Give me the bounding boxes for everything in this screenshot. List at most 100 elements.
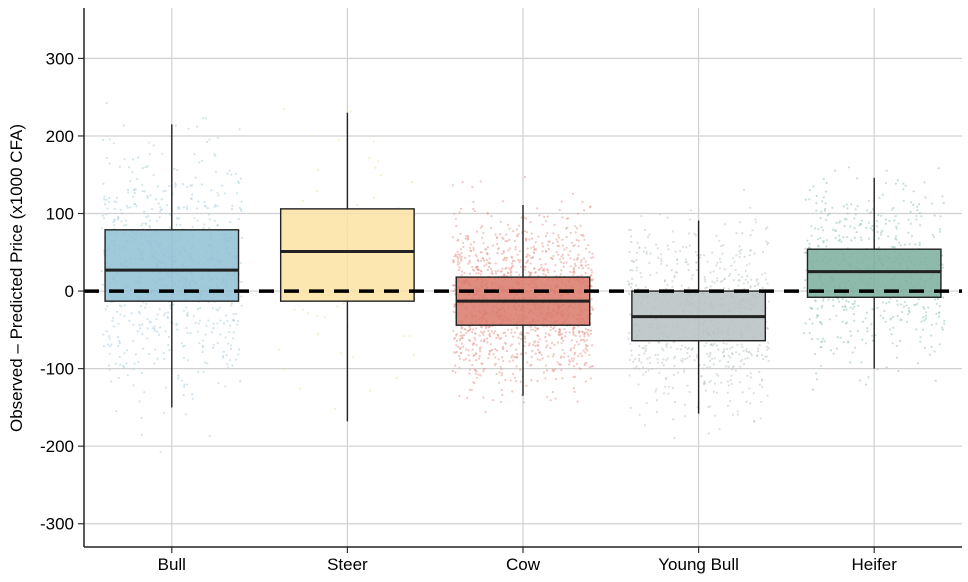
jitter-point xyxy=(472,248,475,252)
jitter-point xyxy=(897,222,900,225)
jitter-point xyxy=(884,222,888,225)
jitter-point xyxy=(537,327,540,330)
jitter-point xyxy=(895,344,898,347)
jitter-point xyxy=(197,200,200,203)
jitter-point xyxy=(461,181,464,184)
jitter-point xyxy=(880,214,883,217)
jitter-point xyxy=(204,205,207,208)
jitter-point xyxy=(707,432,710,435)
jitter-point xyxy=(212,346,215,349)
jitter-point xyxy=(176,169,179,172)
jitter-point xyxy=(680,359,683,362)
jitter-point xyxy=(130,312,133,315)
jitter-point xyxy=(705,352,709,355)
jitter-point xyxy=(727,365,730,368)
jitter-point xyxy=(500,374,503,377)
jitter-point xyxy=(518,224,521,227)
jitter-point xyxy=(239,177,242,180)
jitter-point xyxy=(849,306,852,309)
jitter-point xyxy=(629,342,632,345)
jitter-point xyxy=(110,343,113,346)
jitter-point xyxy=(688,218,692,221)
jitter-point xyxy=(704,280,707,283)
jitter-point xyxy=(162,314,166,317)
jitter-point xyxy=(515,326,518,329)
jitter-point xyxy=(143,190,146,193)
jitter-point xyxy=(146,337,149,340)
jitter-point xyxy=(670,269,673,272)
jitter-point xyxy=(501,347,504,350)
jitter-point xyxy=(545,369,549,372)
jitter-point xyxy=(515,228,519,231)
jitter-point xyxy=(687,268,690,272)
jitter-point xyxy=(200,183,203,186)
jitter-point xyxy=(532,341,536,344)
jitter-point xyxy=(933,298,937,301)
jitter-point xyxy=(679,348,683,351)
jitter-point xyxy=(117,322,120,325)
jitter-point xyxy=(474,266,477,269)
jitter-point xyxy=(638,357,641,360)
jitter-point xyxy=(153,325,156,328)
jitter-point xyxy=(180,379,183,382)
jitter-point xyxy=(482,333,485,336)
jitter-point xyxy=(505,256,509,259)
jitter-point xyxy=(631,269,634,272)
jitter-point xyxy=(533,247,536,251)
jitter-point xyxy=(200,159,203,162)
jitter-point xyxy=(739,365,742,368)
jitter-point xyxy=(753,285,757,288)
jitter-point xyxy=(107,343,110,346)
jitter-point xyxy=(486,246,489,249)
jitter-point xyxy=(924,196,927,199)
jitter-point xyxy=(515,365,518,368)
x-tick-label: Steer xyxy=(327,555,368,574)
jitter-point xyxy=(237,353,240,356)
jitter-point xyxy=(234,358,238,361)
jitter-point xyxy=(936,297,939,301)
jitter-point xyxy=(587,263,590,266)
jitter-point xyxy=(472,268,475,271)
jitter-point xyxy=(216,341,219,345)
jitter-point xyxy=(216,322,219,325)
jitter-point xyxy=(119,313,122,316)
jitter-point xyxy=(675,258,679,261)
jitter-point xyxy=(850,203,853,206)
jitter-point xyxy=(517,232,520,235)
jitter-point xyxy=(162,351,165,355)
jitter-point xyxy=(503,274,506,277)
jitter-point xyxy=(181,345,185,348)
jitter-point xyxy=(495,336,498,339)
y-tick-label: 300 xyxy=(46,49,74,68)
jitter-point xyxy=(486,337,489,340)
jitter-point xyxy=(749,234,752,237)
jitter-point xyxy=(552,242,555,245)
jitter-point xyxy=(749,286,752,289)
jitter-point xyxy=(452,329,455,332)
jitter-point xyxy=(865,226,868,229)
jitter-point xyxy=(177,217,180,220)
jitter-point xyxy=(686,384,689,387)
jitter-point xyxy=(471,348,474,351)
jitter-point xyxy=(462,241,465,244)
jitter-point xyxy=(582,349,585,352)
jitter-point xyxy=(703,363,706,367)
jitter-point xyxy=(151,208,154,211)
jitter-point xyxy=(644,246,647,249)
jitter-point xyxy=(713,281,716,284)
jitter-point xyxy=(695,268,698,272)
jitter-point xyxy=(709,271,712,274)
jitter-point xyxy=(523,175,527,179)
jitter-point xyxy=(518,250,522,253)
jitter-point xyxy=(519,338,523,341)
jitter-point xyxy=(860,361,863,364)
jitter-point xyxy=(655,411,658,414)
jitter-point xyxy=(588,353,591,357)
jitter-point xyxy=(495,373,498,376)
jitter-point xyxy=(192,315,195,318)
jitter-point xyxy=(715,264,718,267)
jitter-point xyxy=(479,374,482,377)
jitter-point xyxy=(703,344,706,347)
jitter-point xyxy=(725,365,728,368)
jitter-point xyxy=(534,241,537,244)
